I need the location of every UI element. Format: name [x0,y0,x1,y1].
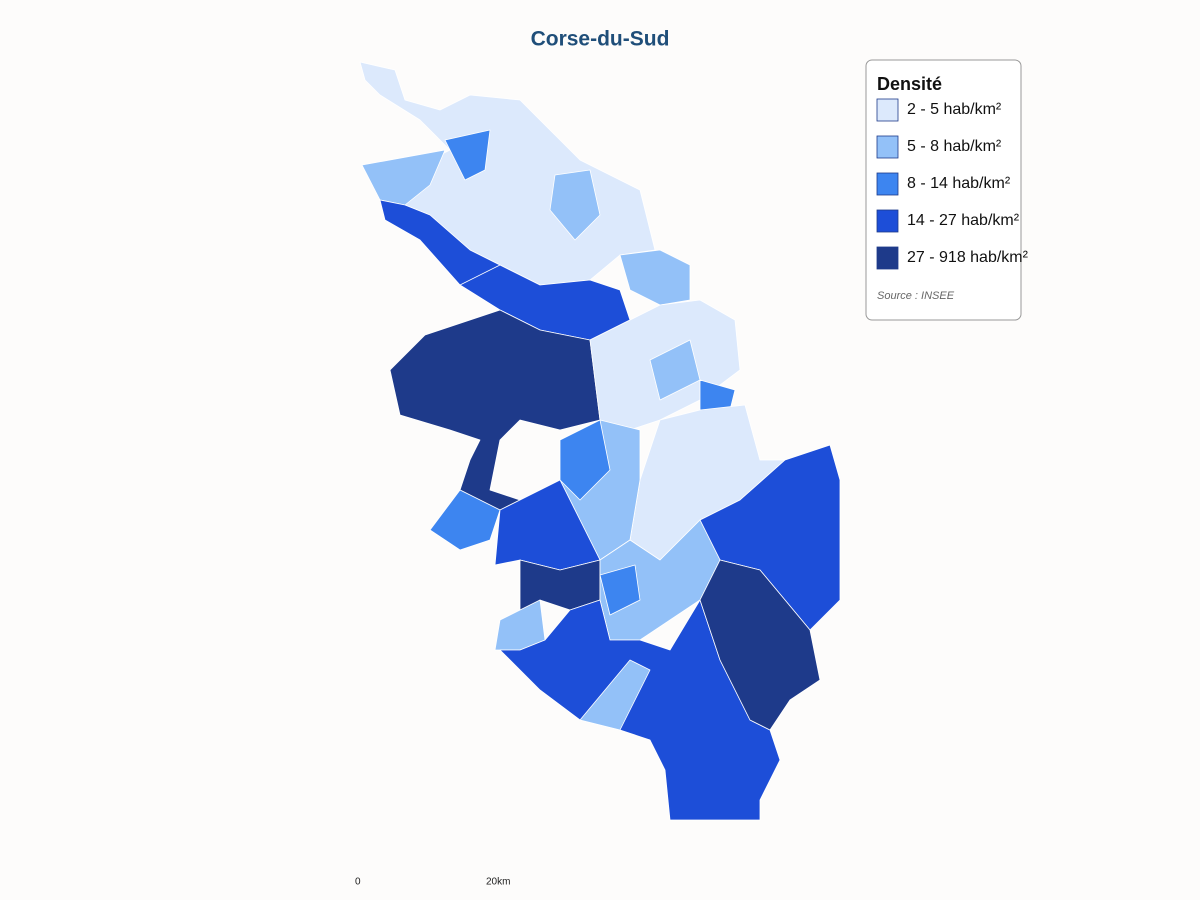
scale-start: 0 [355,877,361,888]
commune [559,419,611,501]
commune [444,129,491,181]
commune [429,489,501,551]
commune [699,559,821,731]
legend-label: 5 - 8 hab/km² [907,138,1002,155]
legend-swatch [876,209,899,233]
map [359,61,841,821]
legend-box [865,59,1022,321]
legend: Densité 2 - 5 hab/km² 5 - 8 hab/km² 8 - 14… [865,59,1029,321]
legend-label: 14 - 27 hab/km² [907,212,1020,229]
legend-label: 8 - 14 hab/km² [907,175,1011,192]
legend-swatch [876,172,899,196]
legend-items: 2 - 5 hab/km² 5 - 8 hab/km² 8 - 14 hab/km²… [876,98,1029,270]
legend-title: Densité [877,74,942,94]
commune [579,659,651,731]
legend-label: 27 - 918 hab/km² [907,249,1029,266]
map-title: Corse-du-Sud [531,28,670,51]
source: Source : INSEE [877,290,955,302]
legend-label: 2 - 5 hab/km² [907,101,1002,118]
legend-swatch [876,246,899,270]
legend-swatch [876,98,899,122]
commune [599,564,641,616]
commune [549,169,601,241]
commune [361,149,446,206]
scale-end: 20km [486,877,510,888]
legend-swatch [876,135,899,159]
commune [619,249,691,306]
commune [599,519,721,641]
commune [389,309,601,511]
